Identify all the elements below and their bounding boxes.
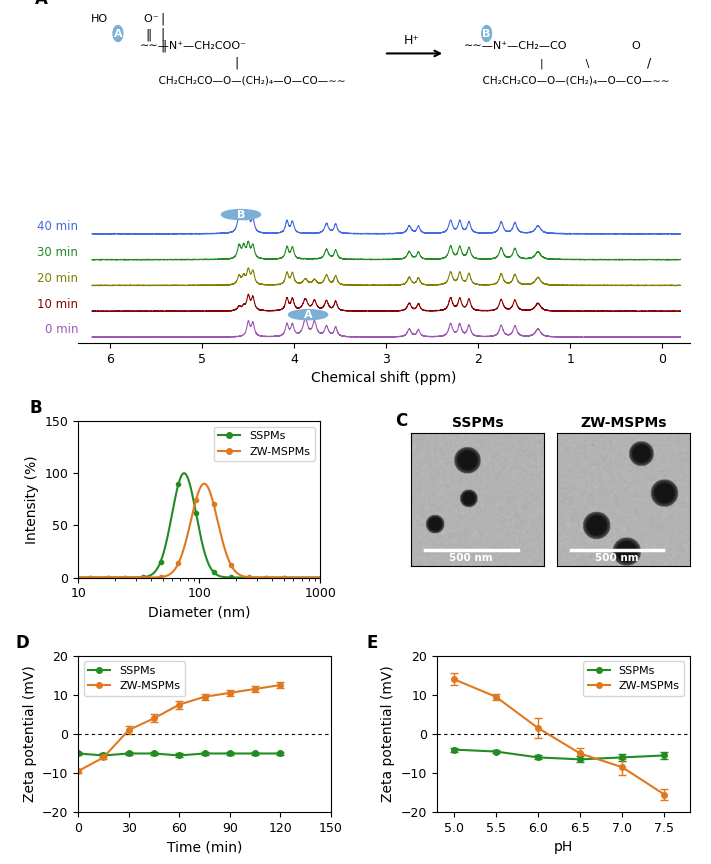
Text: O⁻: O⁻: [130, 14, 159, 23]
Y-axis label: Zeta potential (mV): Zeta potential (mV): [381, 665, 395, 803]
Text: HO: HO: [90, 14, 107, 23]
Text: B: B: [237, 210, 245, 219]
Text: C: C: [395, 412, 407, 430]
Text: 30 min: 30 min: [38, 246, 78, 259]
Y-axis label: Zeta potential (mV): Zeta potential (mV): [23, 665, 36, 803]
Text: B: B: [483, 29, 491, 39]
Circle shape: [482, 26, 491, 41]
Y-axis label: Intensity (%): Intensity (%): [25, 455, 39, 543]
Circle shape: [221, 210, 260, 219]
Circle shape: [289, 309, 328, 320]
Text: CH₂CH₂CO—O—(CH₂)₄—O—CO—∼∼: CH₂CH₂CO—O—(CH₂)₄—O—CO—∼∼: [464, 75, 670, 86]
Text: 500 nm: 500 nm: [595, 553, 638, 562]
Text: ‖: ‖: [161, 40, 167, 53]
Text: A: A: [114, 29, 122, 39]
Text: CH₂CH₂CO—O—(CH₂)₄—O—CO—∼∼: CH₂CH₂CO—O—(CH₂)₄—O—CO—∼∼: [139, 75, 346, 86]
Text: B: B: [30, 399, 43, 417]
Text: O: O: [631, 41, 641, 52]
X-axis label: pH: pH: [554, 841, 573, 854]
X-axis label: Time (min): Time (min): [167, 841, 242, 854]
Text: |            \: | \: [540, 58, 589, 68]
Text: ‖: ‖: [130, 29, 152, 41]
Text: 0 min: 0 min: [45, 323, 78, 336]
Text: ∼∼—N⁺—CH₂—CO: ∼∼—N⁺—CH₂—CO: [464, 41, 567, 52]
Text: ∼∼—N⁺—CH₂COO⁻: ∼∼—N⁺—CH₂COO⁻: [139, 41, 246, 52]
Text: 20 min: 20 min: [37, 271, 78, 285]
Text: E: E: [366, 634, 378, 652]
Legend: SSPMs, ZW-MSPMs: SSPMs, ZW-MSPMs: [583, 661, 684, 696]
Title: ZW-MSPMs: ZW-MSPMs: [580, 416, 667, 430]
Text: |: |: [161, 12, 165, 25]
Circle shape: [113, 26, 123, 41]
X-axis label: Chemical shift (ppm): Chemical shift (ppm): [311, 372, 456, 385]
Text: A: A: [36, 0, 48, 8]
Text: A: A: [304, 309, 312, 320]
Text: D: D: [15, 634, 28, 652]
Text: |: |: [234, 57, 238, 70]
Title: SSPMs: SSPMs: [451, 416, 503, 430]
Text: H⁺: H⁺: [403, 34, 419, 47]
Text: 40 min: 40 min: [37, 220, 78, 233]
Text: |: |: [161, 27, 165, 40]
Text: /: /: [647, 57, 651, 70]
Legend: SSPMs, ZW-MSPMs: SSPMs, ZW-MSPMs: [214, 427, 315, 461]
Legend: SSPMs, ZW-MSPMs: SSPMs, ZW-MSPMs: [84, 661, 185, 696]
Text: 10 min: 10 min: [37, 297, 78, 310]
X-axis label: Diameter (nm): Diameter (nm): [148, 606, 250, 619]
Text: 500 nm: 500 nm: [449, 553, 493, 562]
